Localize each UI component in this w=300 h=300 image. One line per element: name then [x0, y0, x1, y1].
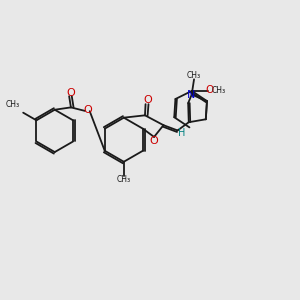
Text: O: O — [143, 95, 152, 105]
Text: N: N — [187, 90, 195, 100]
Text: H: H — [178, 128, 185, 138]
Text: O: O — [206, 85, 214, 95]
Text: O: O — [83, 105, 92, 115]
Text: CH₃: CH₃ — [117, 175, 131, 184]
Text: O: O — [150, 136, 158, 146]
Text: CH₃: CH₃ — [212, 86, 226, 95]
Text: CH₃: CH₃ — [5, 100, 20, 109]
Text: O: O — [66, 88, 75, 98]
Text: CH₃: CH₃ — [187, 71, 201, 80]
